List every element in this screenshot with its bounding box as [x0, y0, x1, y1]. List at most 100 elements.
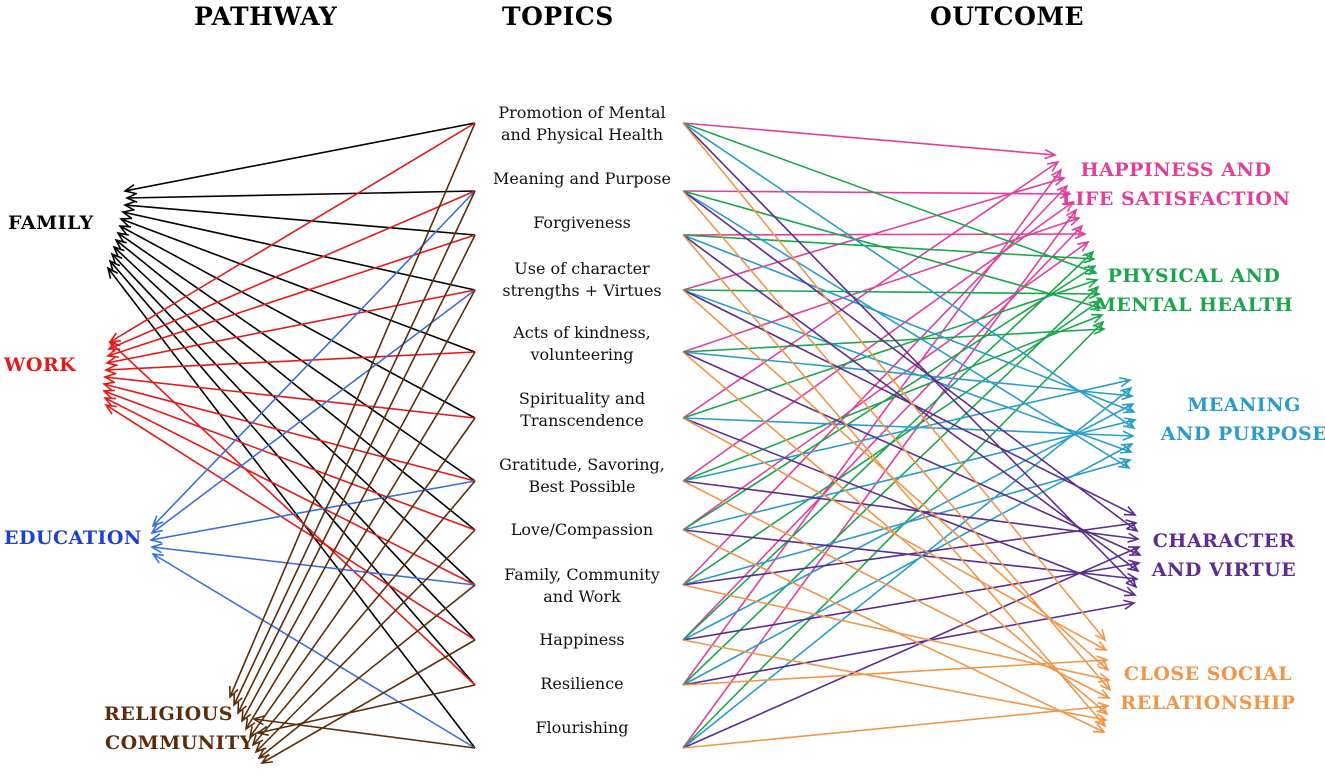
arrow-work-line: [108, 190, 476, 350]
arrow-social-line: [682, 705, 1109, 749]
arrow-religious-arrowhead: [229, 685, 239, 699]
arrow-meaning-line: [682, 417, 1134, 437]
outcome-line: PHYSICAL AND: [1107, 265, 1281, 287]
arrow-work-line: [104, 376, 476, 419]
outcome-line: AND VIRTUE: [1151, 559, 1297, 581]
arrow-religious-line: [245, 351, 476, 730]
arrow-character-line: [682, 546, 1140, 749]
arrow-social-arrowhead: [1099, 679, 1112, 692]
topic-gratitude: Gratitude, Savoring, Best Possible: [467, 454, 697, 498]
topic-line: strengths + Virtues: [502, 281, 662, 300]
arrow-family-arrowhead: [108, 259, 121, 272]
arrow-education-line: [151, 546, 476, 586]
arrow-family-arrowhead: [125, 192, 138, 204]
topic-line: Forgiveness: [533, 213, 631, 232]
arrow-health-arrowhead: [1092, 320, 1105, 333]
arrow-social-arrowhead: [1092, 723, 1106, 733]
arrow-social-line: [682, 289, 1109, 671]
arrow-character-arrowhead: [1128, 559, 1141, 570]
topic-flourishing: Flourishing: [467, 717, 697, 739]
arrow-health-arrowhead: [1084, 264, 1097, 276]
pathway-religious-community: RELIGIOUS COMMUNITY: [104, 700, 254, 758]
arrow-happiness-arrowhead: [1051, 168, 1063, 181]
arrow-education-line: [152, 553, 476, 749]
arrow-social-line: [682, 480, 1110, 699]
topic-character-strengths: Use of character strengths + Virtues: [467, 258, 697, 302]
arrow-happiness-arrowhead: [1044, 148, 1057, 160]
arrow-happiness-line: [682, 217, 1080, 353]
pathway-religious-line2: COMMUNITY: [105, 732, 254, 754]
topic-line: volunteering: [530, 345, 634, 364]
arrow-character-line: [682, 289, 1136, 516]
arrow-social-line: [682, 351, 1108, 715]
arrow-work-arrowhead: [108, 332, 122, 344]
arrow-social-arrowhead: [1094, 629, 1107, 642]
topic-spirituality: Spirituality and Transcendence: [467, 388, 697, 432]
arrow-character-arrowhead: [1123, 586, 1137, 597]
arrow-character-arrowhead: [1125, 519, 1138, 530]
arrow-character-line: [682, 480, 1139, 540]
topic-line: Flourishing: [535, 718, 629, 737]
arrow-happiness-line: [682, 177, 1065, 291]
arrow-family-line: [111, 253, 476, 641]
outcome-column-header: OUTCOME: [930, 2, 1085, 31]
arrow-education-line: [150, 480, 476, 541]
arrow-meaning-line: [682, 443, 1133, 686]
arrow-happiness-line: [682, 161, 1059, 419]
topic-line: Resilience: [540, 674, 624, 693]
topic-line: and Physical Health: [500, 125, 664, 144]
arrow-meaning-arrowhead: [1124, 417, 1137, 428]
arrow-social-arrowhead: [1097, 659, 1110, 672]
arrow-happiness-line: [682, 209, 1077, 749]
arrow-social-line: [682, 584, 1110, 681]
arrow-religious-arrowhead: [256, 725, 269, 736]
arrow-religious-arrowhead: [260, 753, 274, 764]
outcome-meaning-purpose: MEANING AND PURPOSE: [1114, 391, 1325, 449]
topic-meaning-purpose: Meaning and Purpose: [467, 168, 697, 190]
topic-mental-physical-health: Promotion of Mental and Physical Health: [467, 102, 697, 146]
topic-line: Family, Community: [504, 565, 660, 584]
arrow-work-arrowhead: [104, 364, 117, 375]
arrow-religious-line: [241, 289, 476, 722]
arrow-work-arrowhead: [102, 381, 115, 392]
topic-love-compassion: Love/Compassion: [467, 519, 697, 541]
arrow-health-line: [682, 265, 1096, 531]
arrow-work-arrowhead: [108, 340, 121, 353]
outcome-line: RELATIONSHIP: [1120, 692, 1296, 714]
arrow-character-arrowhead: [1123, 506, 1137, 516]
topic-line: Use of character: [514, 259, 650, 278]
arrow-work-arrowhead: [103, 372, 116, 384]
arrow-meaning-line: [682, 190, 1130, 469]
topic-line: Transcendence: [520, 411, 644, 430]
arrow-religious-arrowhead: [241, 709, 252, 723]
arrow-health-arrowhead: [1088, 288, 1101, 300]
outcome-character-virtue: CHARACTER AND VIRTUE: [1094, 527, 1325, 585]
arrow-character-arrowhead: [1127, 546, 1141, 556]
arrow-meaning-line: [682, 379, 1131, 482]
arrow-character-line: [682, 190, 1138, 532]
topic-family-community-work: Family, Community and Work: [467, 564, 697, 608]
arrow-meaning-arrowhead: [1120, 443, 1134, 454]
arrow-education-line: [151, 289, 476, 534]
arrow-health-arrowhead: [1085, 278, 1099, 289]
arrow-meaning-line: [682, 289, 1132, 453]
topic-line: and Work: [543, 587, 621, 606]
arrow-family-arrowhead: [110, 252, 123, 265]
arrow-character-line: [682, 562, 1140, 641]
arrow-religious-line: [257, 684, 476, 734]
topic-line: Promotion of Mental: [498, 103, 666, 122]
outcome-line: CHARACTER: [1152, 530, 1296, 552]
arrow-happiness-line: [682, 225, 1083, 641]
arrow-character-arrowhead: [1127, 532, 1140, 543]
arrow-family-arrowhead: [121, 209, 134, 220]
arrow-work-arrowhead: [103, 397, 117, 408]
topic-line: Gratitude, Savoring,: [499, 455, 665, 474]
arrow-health-line: [682, 289, 1100, 295]
pathway-work: WORK: [4, 354, 77, 376]
arrow-character-line: [682, 122, 1137, 588]
arrow-social-arrowhead: [1096, 655, 1109, 666]
arrow-happiness-arrowhead: [1071, 224, 1084, 237]
arrow-family-line: [126, 190, 476, 199]
arrow-social-line: [682, 659, 1108, 686]
